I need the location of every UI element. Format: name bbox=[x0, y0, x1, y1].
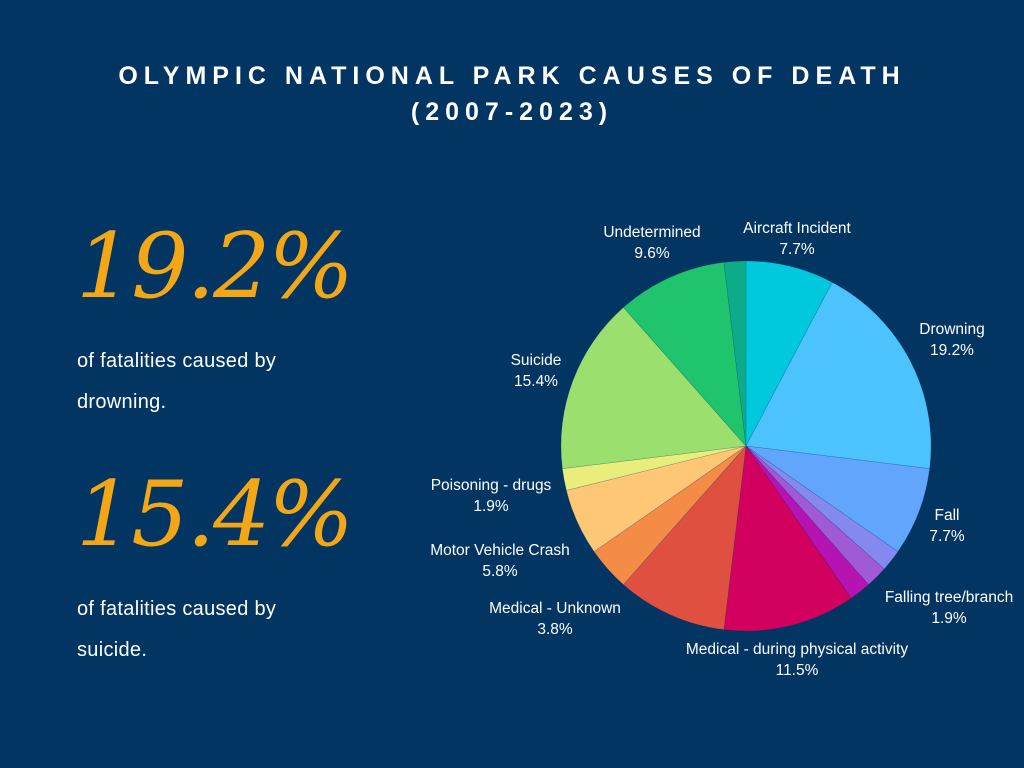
drowning-stat-value: 19.2% bbox=[76, 214, 354, 319]
drowning-stat-caption: of fatalities caused by drowning. bbox=[77, 341, 377, 423]
title-line-2: (2007-2023) bbox=[410, 98, 614, 126]
slice-value-undetermined: 9.6% bbox=[634, 245, 670, 262]
pie-slice-unlabeled-13 bbox=[723, 260, 747, 447]
slice-label-falling-tree-branch: Falling tree/branch bbox=[885, 589, 1013, 606]
page-title: OLYMPIC NATIONAL PARK CAUSES OF DEATH (2… bbox=[0, 58, 1024, 130]
slice-value-suicide: 15.4% bbox=[514, 373, 558, 390]
slice-value-medical-unknown: 3.8% bbox=[537, 621, 573, 638]
slice-label-undetermined: Undetermined bbox=[603, 224, 700, 241]
suicide-caption-line-2: suicide. bbox=[77, 639, 148, 661]
slice-label-suicide: Suicide bbox=[511, 352, 562, 369]
pie-slice-falling-tree-branch bbox=[745, 445, 885, 586]
slice-value-motor-vehicle-crash: 5.8% bbox=[482, 563, 518, 580]
title-line-1: OLYMPIC NATIONAL PARK CAUSES OF DEATH bbox=[118, 62, 906, 90]
pie-slice-medical-unknown bbox=[593, 445, 747, 586]
slice-value-drowning: 19.2% bbox=[930, 342, 974, 359]
pie-slice-poisoning-drugs bbox=[562, 445, 747, 491]
slice-label-drowning: Drowning bbox=[919, 321, 984, 338]
slice-label-medical-unknown: Medical - Unknown bbox=[489, 600, 621, 617]
slice-value-medical-during-physical-activity: 11.5% bbox=[776, 662, 819, 679]
suicide-stat-value: 15.4% bbox=[76, 462, 354, 567]
pie-slice-undetermined bbox=[623, 261, 747, 447]
slice-value-poisoning-drugs: 1.9% bbox=[473, 498, 509, 515]
drowning-caption-line-1: of fatalities caused by bbox=[77, 350, 277, 372]
slice-label-motor-vehicle-crash: Motor Vehicle Crash bbox=[430, 542, 570, 559]
pie-slice-unlabeled-5 bbox=[745, 445, 869, 599]
pie-slice-aircraft-incident bbox=[745, 260, 833, 447]
slice-value-aircraft-incident: 7.7% bbox=[779, 241, 815, 258]
pie-slice-medical-during-physical-activity bbox=[723, 445, 852, 632]
pie-slice-fall bbox=[745, 445, 930, 553]
suicide-stat-caption: of fatalities caused by suicide. bbox=[77, 589, 377, 671]
pie-slice-suicide bbox=[560, 306, 747, 469]
slice-label-aircraft-incident: Aircraft Incident bbox=[743, 220, 851, 237]
slice-label-poisoning-drugs: Poisoning - drugs bbox=[431, 477, 552, 494]
drowning-caption-line-2: drowning. bbox=[77, 391, 167, 413]
slice-value-fall: 7.7% bbox=[929, 528, 965, 545]
slice-label-fall: Fall bbox=[935, 507, 960, 524]
slice-label-medical-during-physical-activity: Medical - during physical activity bbox=[686, 641, 909, 658]
slice-value-falling-tree-branch: 1.9% bbox=[931, 610, 967, 627]
pie-slice-unlabeled-3 bbox=[745, 445, 899, 570]
suicide-caption-line-1: of fatalities caused by bbox=[77, 598, 277, 620]
pie-slice-drowning bbox=[745, 281, 932, 469]
pie-slice-motor-vehicle-crash bbox=[566, 445, 747, 553]
pie-slice-unlabeled-7 bbox=[623, 445, 747, 631]
